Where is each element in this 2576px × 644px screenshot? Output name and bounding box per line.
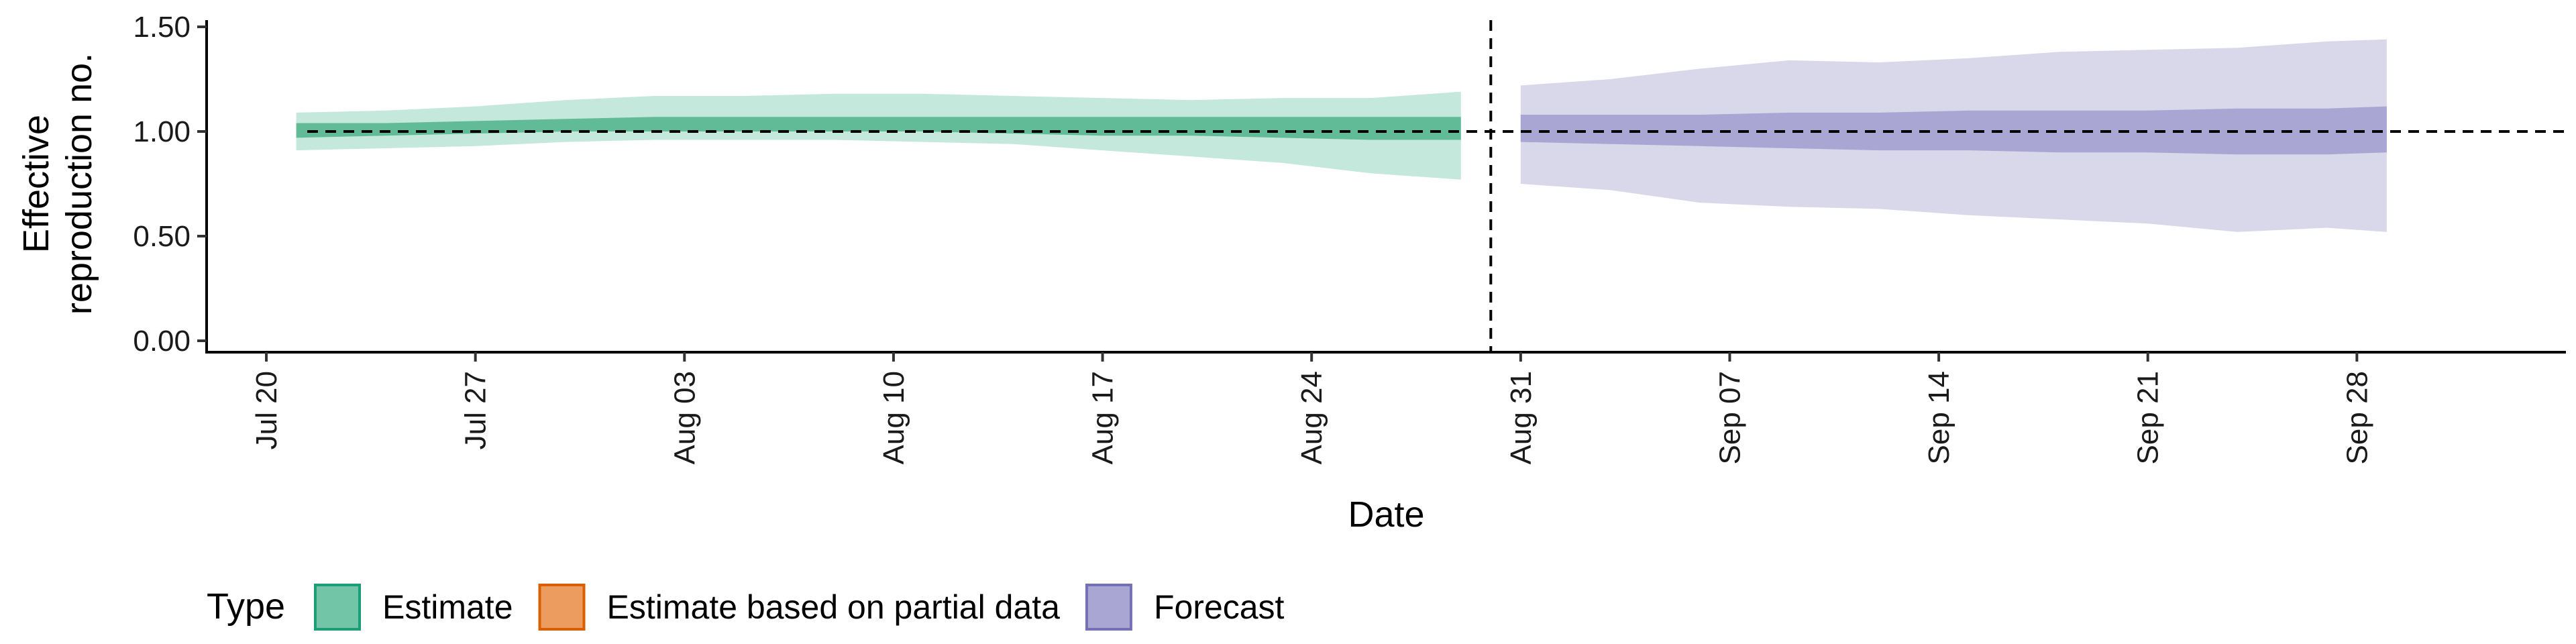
axes-layer: 0.00 0.50 1.00 1.50 Jul 20 Jul 27 Aug 03 Aug 10… [16, 11, 2566, 535]
bands-layer [296, 39, 2387, 232]
y-axis-title-line: reproduction no. [59, 53, 99, 315]
estimate-inner-band [296, 117, 1461, 140]
y-axis-title-line: Effective [16, 115, 56, 253]
legend-label-estimate: Estimate [382, 588, 513, 626]
x-axis-title: Date [1348, 494, 1424, 535]
y-tick-label: 1.00 [133, 115, 191, 148]
y-tick-label: 1.50 [133, 11, 191, 44]
legend-title: Type [207, 586, 285, 627]
y-tick-label: 0.50 [133, 220, 191, 253]
x-tick-label: Sep 14 [1923, 371, 1955, 464]
x-tick-label: Sep 07 [1713, 371, 1746, 464]
y-axis-title: Effectivereproduction no. [16, 53, 99, 315]
y-tick-label: 0.00 [133, 325, 191, 358]
x-tick-label: Aug 31 [1505, 371, 1538, 464]
legend-label-forecast: Forecast [1154, 588, 1285, 626]
legend-label-estimate-based-on-partial-data: Estimate based on partial data [607, 588, 1061, 626]
estimate-outer-band [296, 91, 1461, 180]
legend: Type Estimate Estimate based on partial da… [207, 584, 1285, 631]
x-tick-label: Aug 24 [1295, 371, 1328, 464]
x-tick-label: Aug 03 [668, 371, 701, 464]
legend-swatch-estimate-based-on-partial-data [538, 584, 586, 631]
x-tick-label: Sep 21 [2132, 371, 2165, 464]
x-tick-label: Jul 27 [460, 371, 492, 449]
x-tick-label: Aug 10 [877, 371, 910, 464]
x-tick-label: Jul 20 [250, 371, 283, 449]
legend-swatch-forecast [1085, 584, 1132, 631]
x-tick-label: Aug 17 [1087, 371, 1120, 464]
forecast-inner-band [1520, 106, 2387, 155]
legend-swatch-estimate [314, 584, 361, 631]
x-tick-label: Sep 28 [2341, 371, 2373, 464]
